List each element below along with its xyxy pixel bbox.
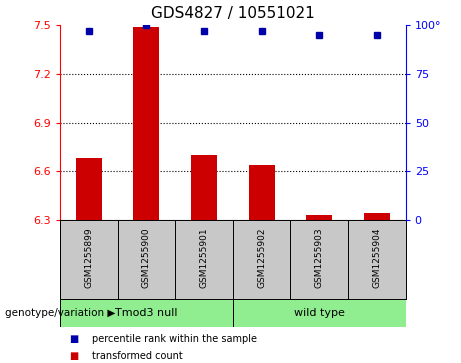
Text: GSM1255902: GSM1255902	[257, 228, 266, 288]
Bar	[191, 155, 217, 220]
Text: genotype/variation ▶: genotype/variation ▶	[5, 308, 115, 318]
Text: ■: ■	[69, 334, 78, 344]
Text: Tmod3 null: Tmod3 null	[115, 308, 177, 318]
Title: GDS4827 / 10551021: GDS4827 / 10551021	[151, 7, 315, 21]
Text: wild type: wild type	[294, 308, 345, 318]
Text: GSM1255901: GSM1255901	[200, 228, 208, 288]
Text: transformed count: transformed count	[92, 351, 183, 361]
Text: ■: ■	[69, 351, 78, 361]
Bar	[76, 158, 102, 220]
Text: GSM1255903: GSM1255903	[315, 228, 324, 288]
Text: GSM1255900: GSM1255900	[142, 228, 151, 288]
Bar	[306, 215, 332, 220]
Text: GSM1255904: GSM1255904	[372, 228, 381, 288]
Bar	[60, 299, 233, 327]
Bar	[233, 299, 406, 327]
Text: percentile rank within the sample: percentile rank within the sample	[92, 334, 257, 344]
Text: GSM1255899: GSM1255899	[84, 228, 93, 288]
Bar	[364, 213, 390, 220]
Bar	[133, 27, 160, 220]
Bar	[248, 164, 275, 220]
